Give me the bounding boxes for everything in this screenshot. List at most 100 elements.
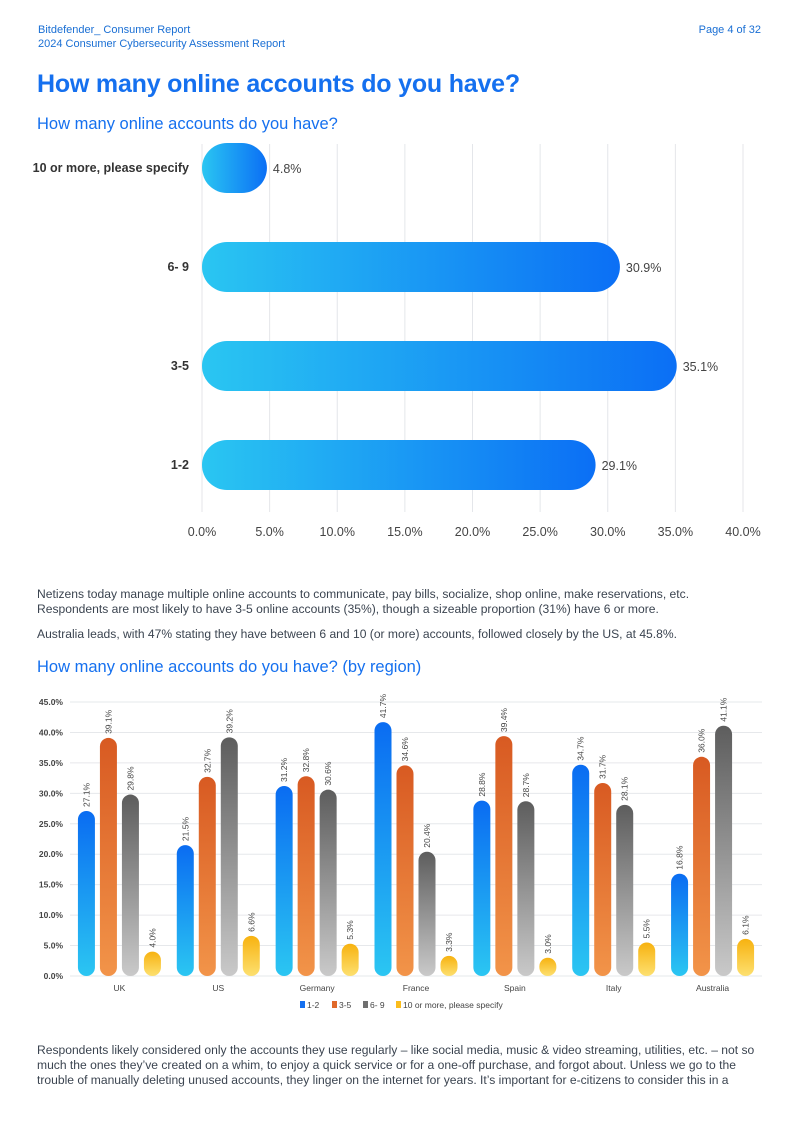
data-label: 31.2% — [279, 757, 289, 782]
bar-1-2 — [473, 800, 491, 976]
data-label: 41.1% — [719, 697, 729, 722]
data-label: 39.4% — [499, 708, 509, 733]
bar-3-5 — [99, 737, 117, 976]
bar-1-2 — [275, 786, 293, 976]
bar-10-plus — [242, 935, 260, 976]
y-tick-label: 5.0% — [44, 941, 64, 951]
category-label: US — [212, 983, 224, 993]
bar-10-plus — [539, 957, 557, 976]
data-label: 4.0% — [147, 928, 157, 948]
x-tick-label: 20.0% — [455, 525, 490, 539]
data-label: 3.3% — [444, 932, 454, 952]
legend-swatch — [300, 1001, 305, 1008]
bar-6-9 — [319, 789, 337, 976]
y-tick-label: 40.0% — [39, 727, 64, 737]
bar-3-5 — [495, 736, 513, 976]
y-tick-label: 0.0% — [44, 971, 64, 981]
data-label: 29.1% — [602, 459, 637, 473]
paragraph-2: Australia leads, with 47% stating they h… — [37, 627, 677, 641]
bar-6-9 — [715, 725, 733, 976]
category-label: Italy — [606, 983, 622, 993]
legend-swatch — [332, 1001, 337, 1008]
data-label: 36.0% — [697, 728, 707, 753]
data-label: 29.8% — [125, 766, 135, 791]
data-label: 39.2% — [224, 709, 234, 734]
paragraph-3: Respondents likely considered only the a… — [37, 1043, 755, 1087]
data-label: 28.1% — [620, 776, 630, 801]
y-tick-label: 20.0% — [39, 849, 64, 859]
category-label: France — [403, 983, 430, 993]
legend-label: 6- 9 — [370, 1000, 385, 1010]
data-label: 4.8% — [273, 162, 302, 176]
data-label: 16.8% — [675, 845, 685, 870]
data-label: 34.7% — [576, 736, 586, 761]
bar — [202, 440, 596, 490]
x-tick-label: 25.0% — [522, 525, 557, 539]
category-label: 1-2 — [171, 458, 189, 472]
page-title: How many online accounts do you have? — [37, 70, 520, 98]
data-label: 28.7% — [521, 773, 531, 798]
bar-3-5 — [594, 782, 612, 976]
category-label: Spain — [504, 983, 526, 993]
bar-1-2 — [77, 810, 95, 976]
category-label: Australia — [696, 983, 729, 993]
category-label: UK — [114, 983, 126, 993]
data-label: 32.8% — [301, 748, 311, 773]
report-header: Bitdefender_ Consumer Report 2024 Consum… — [38, 23, 285, 51]
data-label: 31.7% — [598, 754, 608, 779]
data-label: 34.6% — [400, 737, 410, 762]
y-tick-label: 15.0% — [39, 880, 64, 890]
bar-10-plus — [638, 942, 656, 976]
bar-6-9 — [418, 851, 436, 976]
data-label: 32.7% — [202, 748, 212, 773]
legend-swatch — [396, 1001, 401, 1008]
data-label: 6.1% — [741, 915, 751, 935]
bar-1-2 — [176, 845, 194, 976]
legend-label: 1-2 — [307, 1000, 320, 1010]
data-label: 41.7% — [378, 694, 388, 719]
data-label: 30.6% — [323, 761, 333, 786]
bar-1-2 — [671, 873, 689, 976]
bar-3-5 — [396, 765, 414, 976]
x-tick-label: 30.0% — [590, 525, 625, 539]
data-label: 5.3% — [345, 920, 355, 940]
category-label: 3-5 — [171, 359, 189, 373]
legend-label: 10 or more, please specify — [403, 1000, 503, 1010]
x-tick-label: 0.0% — [188, 525, 217, 539]
bar — [202, 242, 620, 292]
bar-1-2 — [572, 764, 590, 976]
y-tick-label: 25.0% — [39, 819, 64, 829]
bar-3-5 — [297, 776, 315, 976]
bar-10-plus — [737, 938, 755, 976]
legend-swatch — [363, 1001, 368, 1008]
bar-6-9 — [220, 737, 238, 976]
x-tick-label: 40.0% — [725, 525, 760, 539]
data-label: 21.5% — [180, 817, 190, 842]
x-tick-label: 5.0% — [255, 525, 284, 539]
bar-6-9 — [616, 804, 634, 976]
data-label: 20.4% — [422, 823, 432, 848]
bar-6-9 — [121, 794, 139, 976]
x-tick-label: 15.0% — [387, 525, 422, 539]
bar — [202, 341, 677, 391]
bar — [202, 143, 267, 193]
header-subtitle: 2024 Consumer Cybersecurity Assessment R… — [38, 38, 285, 50]
data-label: 30.9% — [626, 261, 661, 275]
y-tick-label: 10.0% — [39, 910, 64, 920]
data-label: 6.6% — [246, 912, 256, 932]
category-label: 6- 9 — [167, 260, 189, 274]
bar-10-plus — [440, 955, 458, 976]
data-label: 35.1% — [683, 360, 718, 374]
data-label: 28.8% — [477, 772, 487, 797]
bar-3-5 — [693, 756, 711, 976]
bar-3-5 — [198, 776, 216, 976]
legend-label: 3-5 — [339, 1000, 352, 1010]
category-label: Germany — [300, 983, 336, 993]
data-label: 3.0% — [543, 934, 553, 954]
y-tick-label: 45.0% — [39, 697, 64, 707]
x-tick-label: 10.0% — [320, 525, 355, 539]
page-number: Page 4 of 32 — [698, 24, 761, 36]
data-label: 39.1% — [103, 709, 113, 734]
